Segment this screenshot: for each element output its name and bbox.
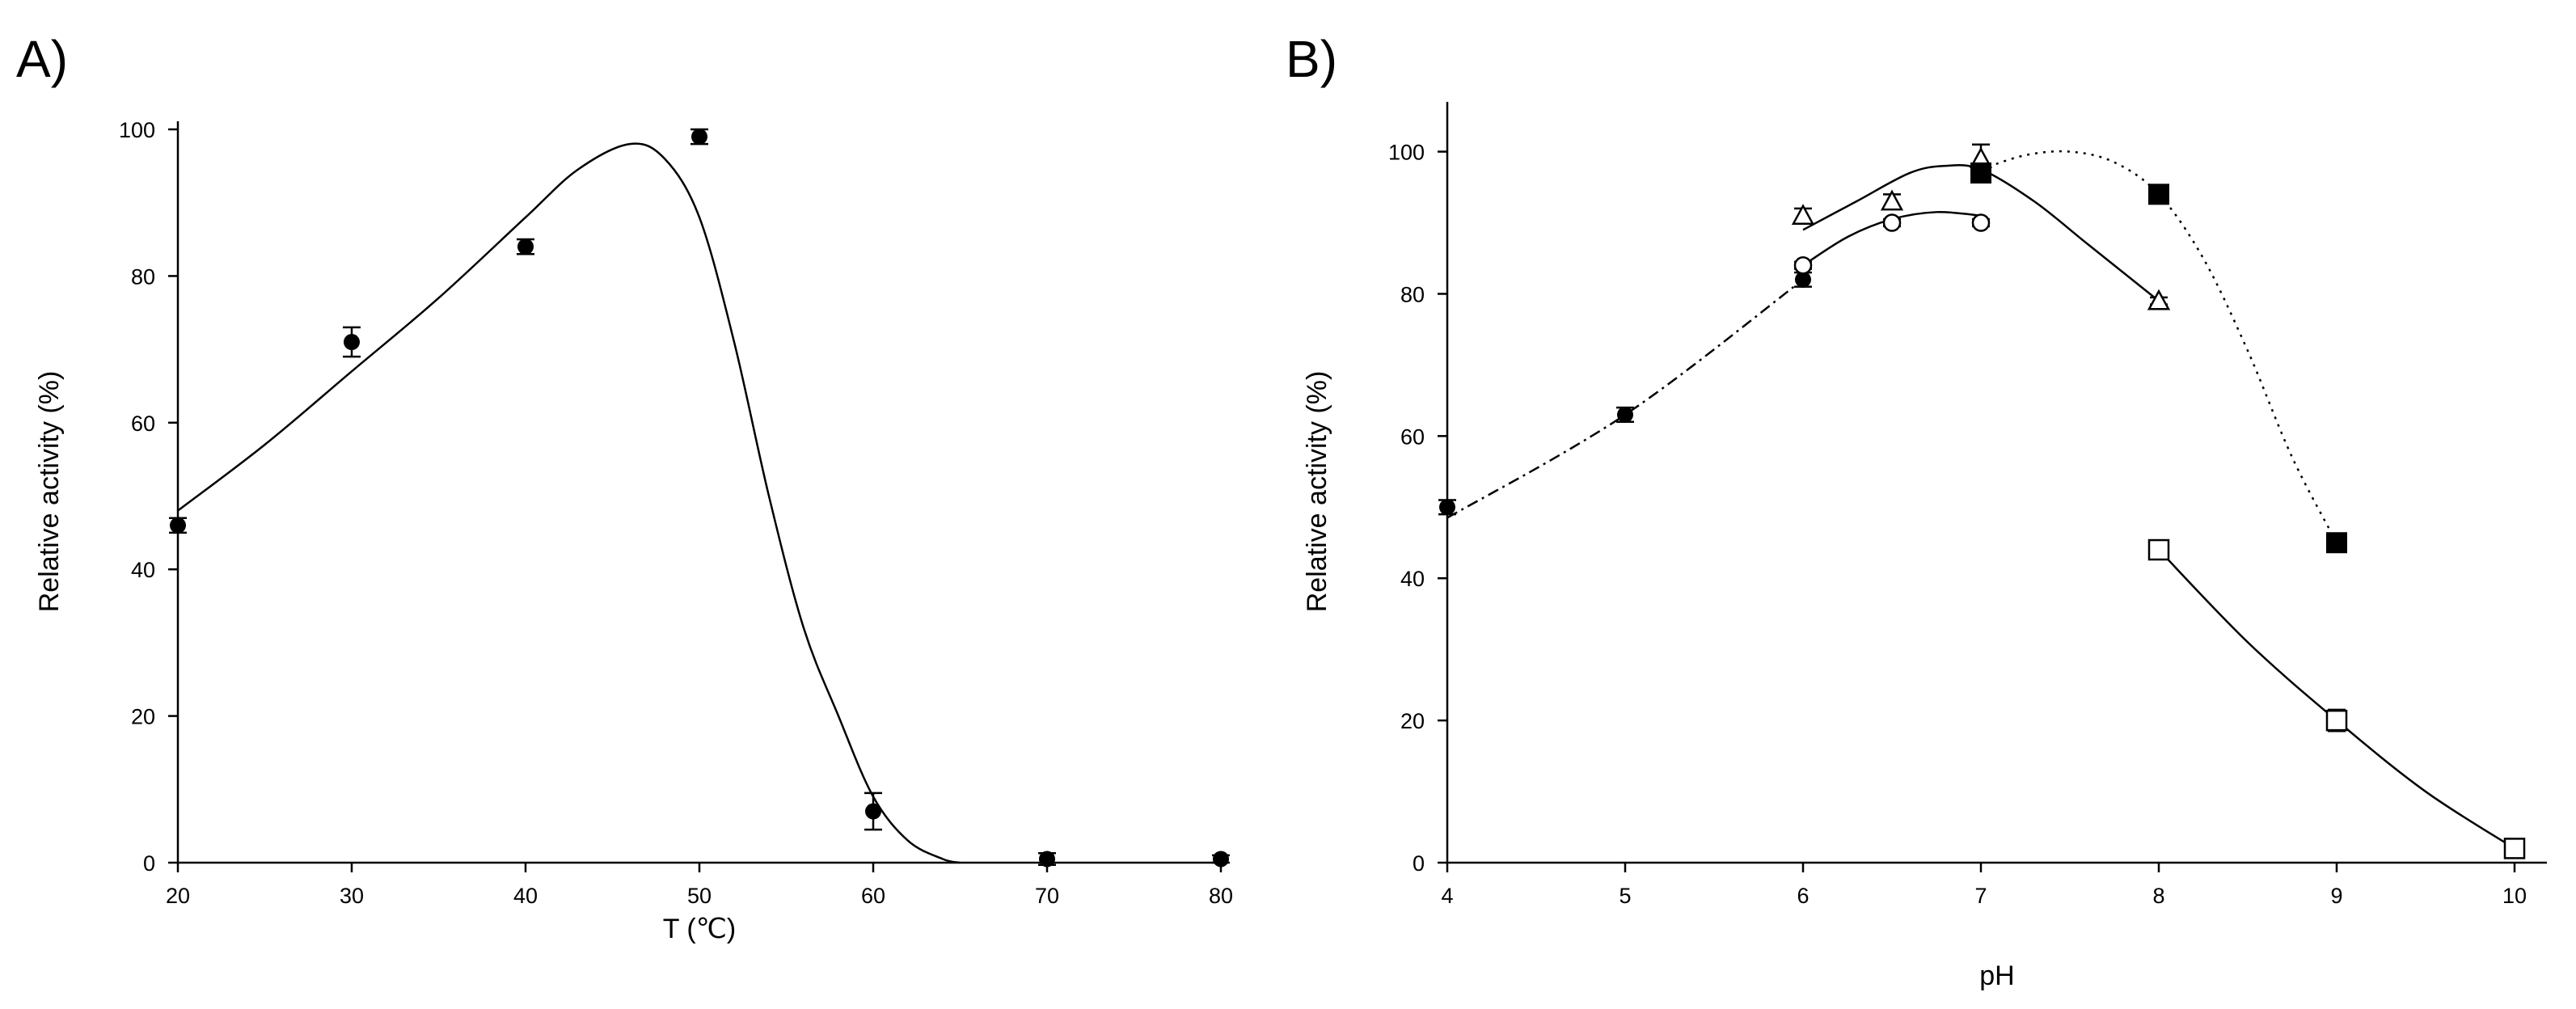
panel-a-y-tick-label: 60 [131, 412, 155, 436]
panel-a-letter: A) [16, 30, 68, 88]
panel-b-y-tick-label: 40 [1400, 567, 1425, 591]
panel-a-fit-curve [177, 142, 961, 864]
panel-a-y-tick-label: 80 [131, 264, 155, 289]
panel-a-series-1-point [1213, 851, 1229, 868]
panel-b-series-2-point [1971, 213, 1991, 232]
panel-a-y-tick-label: 20 [131, 705, 155, 729]
panel-a-y-tick-label: 100 [119, 118, 155, 142]
panel-b-series-2-point [1793, 256, 1813, 275]
panel-b-series-1-point [1795, 271, 1811, 288]
panel-a-x-tick-label: 60 [861, 884, 885, 908]
panel-b-y-tick-label: 100 [1388, 141, 1425, 165]
panel-b-series-3-point [1880, 189, 1904, 211]
panel-a-series-1-point [1039, 851, 1055, 868]
panel-a-x-tick-label: 20 [166, 884, 190, 908]
panel-b-x-tick-label: 4 [1441, 884, 1453, 908]
panel-a-series-1-point [691, 129, 707, 146]
panel-b-series-2-point [1882, 213, 1902, 232]
panel-b-series-4-point [1970, 162, 1991, 184]
panel-b-x-tick-label: 6 [1797, 884, 1809, 908]
panel-a-series-1-point [517, 239, 534, 255]
panel-b-series-3-point [2147, 289, 2171, 310]
panel-b-y-tick-label: 60 [1400, 424, 1425, 449]
panel-b-x-tick-label: 9 [2330, 884, 2342, 908]
panel-b-x-tick-label: 7 [1974, 884, 1987, 908]
panel-b-series-5-point [2147, 538, 2170, 561]
panel-b-y-tick-label: 0 [1413, 851, 1425, 876]
panel-a-series-1-point [170, 517, 186, 534]
panel-b-series-4-line [1980, 150, 2338, 543]
panel-a-y-tick-label: 40 [131, 558, 155, 582]
panel-a-x-tick-label: 80 [1209, 884, 1233, 908]
panel-b-x-tick-label: 5 [1619, 884, 1631, 908]
panel-a-x-tick-label: 40 [513, 884, 538, 908]
panel-a-y-axis-title: Relative activity (%) [34, 371, 65, 613]
panel-b-series-4-point [2148, 184, 2169, 205]
panel-b-series-5-point [2325, 709, 2348, 732]
panel-b-letter: B) [1286, 30, 1337, 88]
panel-b-x-tick-label: 10 [2502, 884, 2527, 908]
panel-b-chart: B) pH Relative activity (%) 4 5 6 7 8 9 100204… [1286, 30, 2547, 991]
panel-b-series-3-point [1791, 204, 1815, 225]
panel-a-x-axis-title: T (℃) [663, 914, 736, 944]
panel-b-x-tick-label: 8 [2152, 884, 2164, 908]
panel-b-y-tick-label: 20 [1400, 709, 1425, 733]
panel-b-series-1-line [1446, 278, 1804, 519]
panel-b-y-tick-label: 80 [1400, 282, 1425, 306]
panel-b-series-5-line [2158, 549, 2515, 850]
panel-b-series-1-point [1439, 499, 1455, 516]
panel-a-x-tick-label: 50 [687, 884, 712, 908]
panel-b-series-4-point [2326, 532, 2347, 554]
panel-a-chart: A) T (℃) Relative activity (%) 20 30 40 50 6… [16, 30, 1233, 944]
panel-a-x-tick-label: 30 [340, 884, 364, 908]
panel-b-series-5-point [2503, 838, 2526, 859]
panel-b-x-axis-title: pH [1979, 960, 2014, 991]
panel-a-y-tick-label: 0 [143, 851, 155, 876]
panel-a-x-tick-label: 70 [1035, 884, 1059, 908]
panel-b-y-axis-title: Relative activity (%) [1302, 371, 1332, 613]
panel-b-series-1-point [1617, 406, 1633, 423]
panel-a-series-1-point [865, 803, 881, 820]
panel-a-series-1-point [344, 334, 360, 351]
